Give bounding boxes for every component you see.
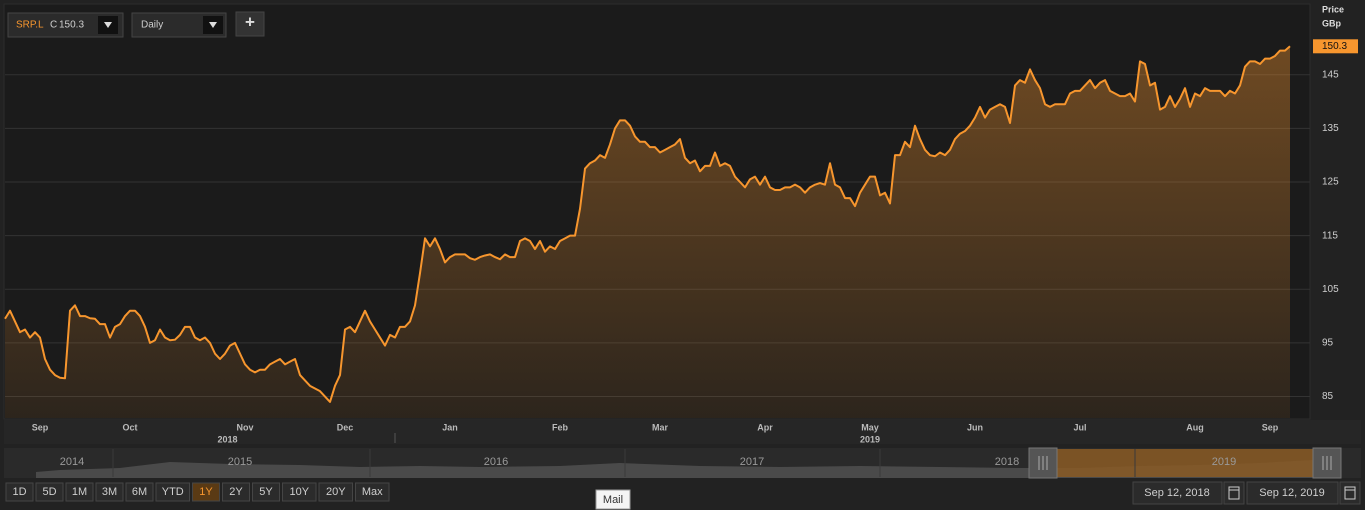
y-axis-title: Price [1322,4,1344,14]
calendar-button[interactable] [1339,481,1361,505]
navigator-year: 2016 [484,456,508,468]
last-price-tag [1313,39,1358,54]
last-price-label: 150.3 [1322,41,1347,52]
range-button-label: 6M [132,486,147,498]
range-button-label: YTD [162,486,184,498]
add-button[interactable] [235,11,265,37]
range-button[interactable] [65,482,94,502]
handle-grip [1038,456,1048,470]
navigator-year: 2015 [228,456,252,468]
navigator-year: 2019 [1212,456,1236,468]
symbol: SRP.L [16,20,44,31]
range-button[interactable] [5,482,34,502]
range-button[interactable] [95,482,124,502]
date-from: Sep 12, 2018 [1144,487,1209,499]
range-button[interactable] [192,482,220,502]
range-button[interactable] [355,482,390,502]
x-tick-label: Jan [442,422,458,432]
x-tick-label: Aug [1186,422,1204,432]
toolbar: SRP.L C 150.3 Daily + [7,11,265,38]
date-to: Sep 12, 2019 [1259,487,1324,499]
range-button[interactable] [282,482,317,502]
x-year-label: 2018 [217,434,237,444]
range-button-label: 1D [12,486,26,498]
range-button-label: 3M [102,486,117,498]
price-line [4,45,1291,403]
x-tick-label: Sep [32,422,49,432]
y-tick-label: 125 [1322,177,1339,188]
range-button-label: Max [362,486,383,498]
navigator: 2014 2015 2016 2017 2018 2019 [4,447,1361,479]
range-button-label: 1Y [199,486,213,498]
range-button[interactable] [252,482,280,502]
y-tick-label: 145 [1322,69,1339,80]
quote: 150.3 [59,20,84,31]
navigator-year: 2018 [995,456,1019,468]
range-button-label: 5Y [259,486,273,498]
date-from-input[interactable] [1132,481,1223,505]
y-axis-unit: GBp [1322,18,1342,28]
x-tick-label: Feb [552,422,569,432]
area-fill [5,46,1290,419]
calendar-icon [1344,486,1356,500]
range-button-label: 10Y [289,486,309,498]
range-button-label: 20Y [326,486,346,498]
navigator-silhouette [36,460,1313,478]
range-button[interactable] [35,482,64,502]
range-button[interactable] [318,482,353,502]
x-tick-label: Sep [1262,422,1279,432]
x-tick-label: Jun [967,422,983,432]
y-tick-label: 105 [1322,284,1339,295]
x-tick-label: Dec [337,422,354,432]
date-to-input[interactable] [1246,481,1339,505]
calendar-icon [1228,486,1240,500]
x-tick-label: Apr [757,422,773,432]
calendar-button[interactable] [1223,481,1245,505]
y-tick-label: 135 [1322,123,1339,134]
x-year-label: 2019 [860,434,880,444]
navigator-year: 2014 [60,456,84,468]
tooltip [595,489,631,510]
range-button[interactable] [155,482,190,502]
handle-grip [1322,456,1332,470]
range-button-label: 2Y [229,486,243,498]
navigator-selection[interactable] [1057,449,1313,477]
y-tick-label: 115 [1322,230,1338,241]
tooltip-text: Mail [603,494,623,506]
navigator-year: 2017 [740,456,764,468]
y-tick-label: 95 [1322,338,1334,349]
range-button[interactable] [222,482,250,502]
interval: Daily [141,20,163,31]
y-tick-label: 85 [1322,391,1334,402]
dropdown-arrow [209,22,217,28]
x-tick-label: May [861,422,879,432]
range-button-label: 5D [42,486,56,498]
quote-prefix: C [50,20,57,31]
x-axis-strip [4,420,1361,444]
add-icon: + [245,12,255,31]
range-button[interactable] [125,482,154,502]
range-button-label: 1M [72,486,87,498]
x-tick-label: Nov [236,422,253,432]
x-tick-label: Jul [1073,422,1086,432]
dropdown-arrow [104,22,112,28]
x-tick-label: Mar [652,422,669,432]
x-tick-label: Oct [122,422,137,432]
